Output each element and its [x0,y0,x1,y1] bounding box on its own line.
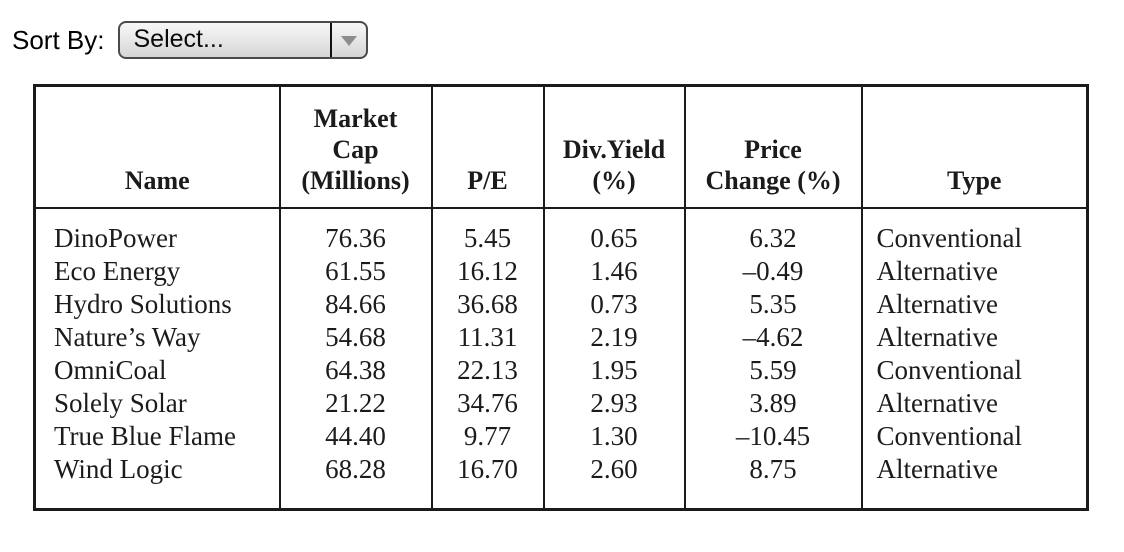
cell-pe: 22.13 [430,353,544,387]
cell-type: Alternative [860,452,1088,509]
table-body: DinoPower 76.36 5.45 0.65 6.32 Conventio… [35,207,1088,509]
header-div-yield: Div.Yield (%) [542,85,685,209]
cell-market-cap: 54.68 [278,320,432,354]
cell-pe: 11.31 [430,320,544,354]
cell-market-cap: 84.66 [278,287,432,321]
table-row: Solely Solar 21.22 34.76 2.93 3.89 Alter… [35,386,1088,420]
select-selected-value: Select... [133,25,224,53]
table-row: OmniCoal 64.38 22.13 1.95 5.59 Conventio… [35,353,1088,387]
table-header: Name Market Cap (Millions) P/E Div.Yield… [34,85,1088,209]
table-row: Wind Logic 68.28 16.70 2.60 8.75 Alterna… [35,452,1088,509]
select-arrow-button[interactable] [330,23,366,57]
cell-name: Solely Solar [54,387,187,418]
header-pe: P/E [430,85,544,209]
cell-type: Conventional [860,419,1088,453]
cell-type: Alternative [860,254,1088,288]
table-row: Hydro Solutions 84.66 36.68 0.73 5.35 Al… [35,287,1088,321]
sort-by-label: Sort By: [12,24,105,55]
cell-name: Wind Logic [54,453,183,484]
cell-market-cap: 44.40 [278,419,432,453]
header-price-change: Price Change (%) [683,85,862,209]
cell-div-yield: 2.19 [542,320,685,354]
cell-pe: 5.45 [430,207,544,255]
cell-price-change: –10.45 [683,419,862,453]
table-row: DinoPower 76.36 5.45 0.65 6.32 Conventio… [35,207,1088,255]
cell-name: OmniCoal [54,354,167,385]
cell-price-change: –0.49 [683,254,862,288]
cell-name: True Blue Flame [54,420,236,451]
header-market-cap: Market Cap (Millions) [278,85,432,209]
cell-type: Alternative [860,320,1088,354]
cell-pe: 16.70 [430,452,544,509]
cell-div-yield: 2.93 [542,386,685,420]
sort-bar: Sort By: Select... [12,20,1124,60]
cell-price-change: –4.62 [683,320,862,354]
cell-type: Conventional [860,207,1088,255]
cell-name: Eco Energy [54,255,181,286]
header-name: Name [34,85,280,209]
cell-market-cap: 64.38 [278,353,432,387]
table-row: Nature’s Way 54.68 11.31 2.19 –4.62 Alte… [35,320,1088,354]
cell-div-yield: 0.65 [542,207,685,255]
cell-pe: 9.77 [430,419,544,453]
table-row: True Blue Flame 44.40 9.77 1.30 –10.45 C… [35,419,1088,453]
cell-price-change: 3.89 [683,386,862,420]
cell-name: Nature’s Way [54,321,201,352]
cell-price-change: 5.35 [683,287,862,321]
table-row: Eco Energy 61.55 16.12 1.46 –0.49 Altern… [35,254,1088,288]
cell-market-cap: 76.36 [278,207,432,255]
cell-div-yield: 1.46 [542,254,685,288]
cell-type: Alternative [860,386,1088,420]
cell-pe: 34.76 [430,386,544,420]
cell-type: Alternative [860,287,1088,321]
cell-div-yield: 1.95 [542,353,685,387]
cell-div-yield: 1.30 [542,419,685,453]
header-type: Type [860,85,1088,209]
cell-pe: 36.68 [430,287,544,321]
sort-by-select[interactable]: Select... [118,21,369,59]
cell-market-cap: 61.55 [278,254,432,288]
cell-price-change: 5.59 [683,353,862,387]
cell-market-cap: 21.22 [278,386,432,420]
cell-div-yield: 0.73 [542,287,685,321]
chevron-down-icon [341,36,358,46]
header-row: Name Market Cap (Millions) P/E Div.Yield… [34,85,1088,209]
stocks-table: Name Market Cap (Millions) P/E Div.Yield… [33,84,1089,511]
cell-name: Hydro Solutions [54,288,232,319]
cell-market-cap: 68.28 [278,452,432,509]
cell-name: DinoPower [54,222,177,253]
cell-type: Conventional [860,353,1088,387]
cell-price-change: 8.75 [683,452,862,509]
cell-price-change: 6.32 [683,207,862,255]
cell-pe: 16.12 [430,254,544,288]
cell-div-yield: 2.60 [542,452,685,509]
